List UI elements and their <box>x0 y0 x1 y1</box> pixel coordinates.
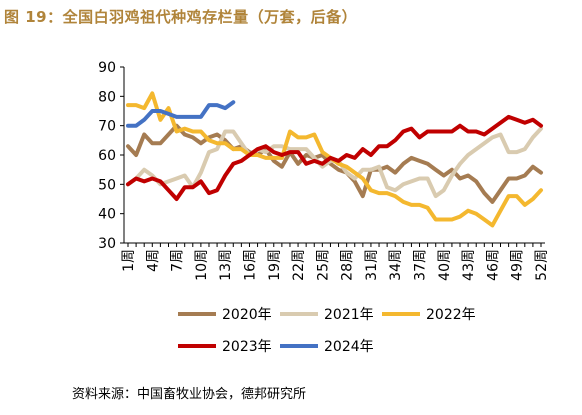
series-line-2023年 <box>126 114 543 201</box>
legend-label: 2020年 <box>222 307 272 323</box>
x-tick-label: 22周 <box>291 249 307 281</box>
y-tick-label: 30 <box>98 236 116 252</box>
x-tick-label: 25周 <box>315 249 331 281</box>
series-line-2020年 <box>126 123 543 204</box>
legend-label: 2023年 <box>222 339 272 355</box>
x-tick-label: 34周 <box>388 249 404 281</box>
series-line-2024年 <box>126 100 236 128</box>
x-tick-label: 28周 <box>340 249 356 281</box>
series-layer <box>126 91 543 228</box>
x-tick-label: 10周 <box>194 249 210 281</box>
y-tick-label: 90 <box>98 60 116 76</box>
x-tick-label: 1周 <box>121 249 137 272</box>
x-tick-label: 37周 <box>413 249 429 281</box>
y-tick-label: 40 <box>98 207 116 223</box>
legend: 2020年 2021年 2022年 2023年 2024年 <box>178 307 476 355</box>
legend-label: 2022年 <box>426 307 476 323</box>
y-tick-label: 70 <box>98 119 116 135</box>
axes: 30 40 50 60 70 80 90 1周 4周 7周 10周 13周 16周 19周 22周 25周 28… <box>98 60 550 281</box>
x-tick-label: 13周 <box>218 249 234 281</box>
legend-label: 2024年 <box>324 339 374 355</box>
chart-title: 图 19：全国白羽鸡祖代种鸡存栏量（万套，后备） <box>4 8 358 26</box>
y-tick-label: 80 <box>98 89 116 105</box>
x-tick-label: 43周 <box>461 249 477 281</box>
x-tick-label: 46周 <box>485 249 501 281</box>
x-tick-label: 7周 <box>170 249 186 272</box>
x-tick-label: 31周 <box>364 249 380 281</box>
x-tick-label: 40周 <box>437 249 453 281</box>
source-note: 资料来源：中国畜牧业协会，德邦研究所 <box>72 387 307 402</box>
x-tick-label: 49周 <box>510 249 526 281</box>
y-tick-label: 60 <box>98 148 116 164</box>
x-tick-label: 16周 <box>242 249 258 281</box>
x-tick-label: 52周 <box>534 249 550 281</box>
y-tick-label: 50 <box>98 177 116 193</box>
x-tick-label: 19周 <box>267 249 283 281</box>
legend-label: 2021年 <box>324 307 374 323</box>
x-tick-label: 4周 <box>145 249 161 272</box>
